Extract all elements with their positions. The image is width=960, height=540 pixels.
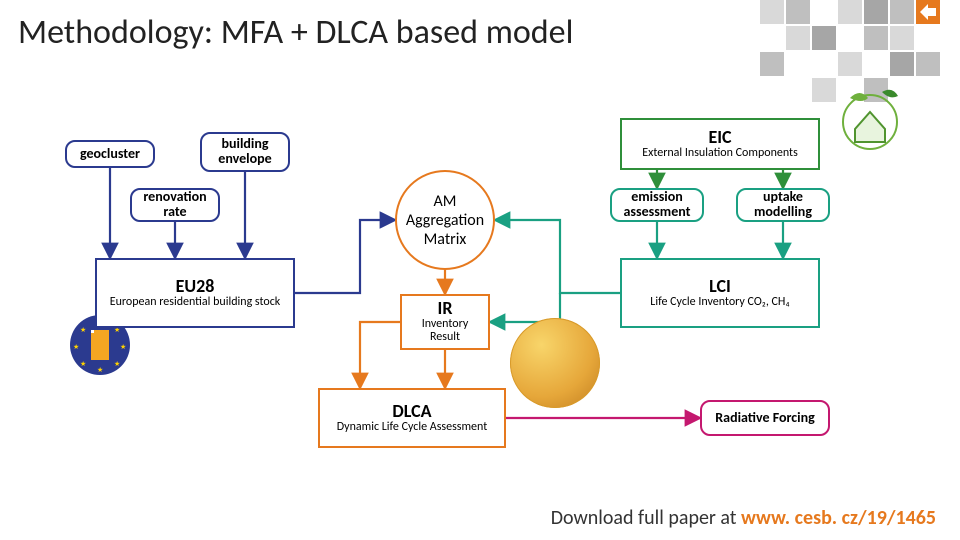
globe-icon: [510, 318, 600, 408]
deco-cell: [864, 26, 888, 50]
deco-cell: [916, 0, 940, 24]
methodology-diagram: ★ ★ ★ ★ ★ ★ ★ ★ geoclusterbuilding envel…: [0, 80, 960, 480]
node-am: AMAggregation Matrix: [395, 170, 495, 270]
arrow-ir-dlca_left: [360, 322, 400, 388]
footer-text: Download full paper at www. cesb. cz/19/…: [551, 506, 936, 530]
arrow-eu28-am: [295, 220, 395, 293]
node-renov_rate: renovation rate: [130, 188, 220, 222]
node-abbr: uptake modelling: [742, 190, 824, 219]
node-abbr: EIC: [708, 128, 731, 147]
node-ir: IRInventory Result: [400, 294, 490, 350]
node-abbr: renovation rate: [136, 190, 214, 219]
node-abbr: building envelope: [206, 137, 284, 166]
node-building_env: building envelope: [200, 132, 290, 172]
node-abbr: LCI: [709, 277, 731, 296]
deco-cell: [838, 0, 862, 24]
deco-cell: [812, 26, 836, 50]
node-abbr: emission assessment: [616, 190, 698, 219]
deco-cell: [786, 0, 810, 24]
slide-title: Methodology: MFA + DLCA based model: [18, 12, 573, 53]
eco-house-icon: [832, 84, 908, 150]
node-emission: emission assessment: [610, 188, 704, 222]
node-abbr: DLCA: [392, 402, 431, 421]
node-sub: External Insulation Components: [642, 147, 798, 160]
deco-cell: [786, 26, 810, 50]
node-sub: Dynamic Life Cycle Assessment: [337, 421, 488, 434]
deco-cell: [760, 0, 784, 24]
node-sub: Aggregation Matrix: [397, 211, 493, 249]
node-abbr: IR: [438, 299, 453, 318]
node-dlca: DLCADynamic Life Cycle Assessment: [318, 388, 506, 448]
deco-cell: [890, 52, 914, 76]
deco-cell: [916, 52, 940, 76]
node-sub: Life Cycle Inventory CO₂, CH₄: [650, 296, 789, 309]
footer-link: www. cesb. cz/19/1465: [741, 506, 936, 530]
node-eic: EICExternal Insulation Components: [620, 118, 820, 170]
node-geocluster: geocluster: [65, 140, 155, 168]
deco-cell: [890, 0, 914, 24]
node-sub: Inventory Result: [406, 318, 484, 344]
deco-cell: [890, 26, 914, 50]
deco-cell: [838, 52, 862, 76]
node-abbr: Radiative Forcing: [715, 411, 814, 426]
node-rf: Radiative Forcing: [700, 400, 830, 436]
node-sub: European residential building stock: [110, 296, 281, 309]
footer-prefix: Download full paper at: [551, 506, 741, 530]
node-abbr: geocluster: [80, 147, 140, 162]
node-uptake: uptake modelling: [736, 188, 830, 222]
deco-cell: [864, 0, 888, 24]
node-abbr: AM: [434, 192, 457, 211]
arrow-lci-am: [495, 220, 620, 293]
deco-cell: [760, 52, 784, 76]
node-abbr: EU28: [176, 277, 215, 296]
node-eu28: EU28European residential building stock: [95, 258, 295, 328]
node-lci: LCILife Cycle Inventory CO₂, CH₄: [620, 258, 820, 328]
